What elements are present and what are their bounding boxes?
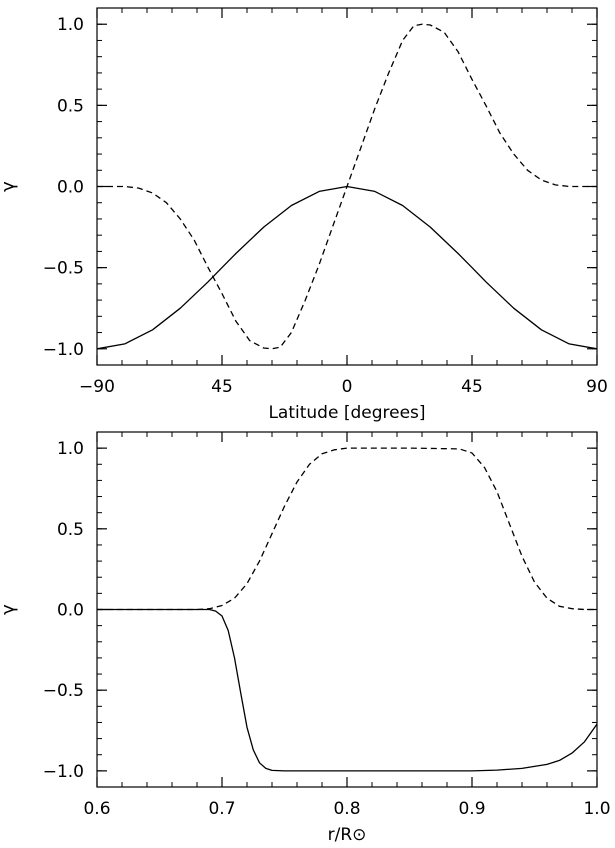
- series-line-solid: [97, 608, 598, 772]
- x-tick-label: 90: [586, 377, 608, 397]
- x-axis-label: r/R⊙: [328, 825, 367, 845]
- x-tick-label: 45: [461, 377, 483, 397]
- x-axis-label: Latitude [degrees]: [268, 403, 425, 423]
- panel-radius: 0.6 0.7 0.8 0.9 1.0 −1.0 −0.5 0.0 0.5 1.0 r/R⊙ γ: [0, 431, 611, 845]
- y-tick-label: 0.0: [57, 601, 84, 621]
- y-tick-label: 1.0: [57, 15, 84, 35]
- x-tick-label: 0.6: [83, 799, 110, 819]
- x-tick-label: 0.9: [458, 799, 485, 819]
- series-line-dashed: [97, 23, 597, 350]
- y-axis-label: γ: [0, 604, 19, 615]
- x-tick-label: −90: [79, 377, 115, 397]
- series-line-solid: [96, 185, 598, 350]
- y-tick-label: −1.0: [43, 340, 84, 360]
- panel-latitude: −90 45 0 45 90 −1.0 −0.5 0.0 0.5 1.0 Latitude [deg…: [0, 7, 608, 423]
- y-tick-label: −0.5: [43, 681, 84, 701]
- y-tick-label: 0.5: [57, 520, 84, 540]
- y-tick-label: 0.0: [57, 178, 84, 198]
- x-tick-label: 1.0: [583, 799, 610, 819]
- y-tick-label: −0.5: [43, 259, 84, 279]
- y-tick-label: 0.5: [57, 96, 84, 116]
- y-axis-label: γ: [0, 181, 19, 192]
- series-line-dashed: [97, 447, 597, 611]
- y-tick-label: 1.0: [57, 439, 84, 459]
- y-tick-label: −1.0: [43, 762, 84, 782]
- x-tick-label: 0.8: [333, 799, 360, 819]
- x-tick-label: 45: [211, 377, 233, 397]
- x-tick-label: 0.7: [208, 799, 235, 819]
- x-tick-label: 0: [342, 377, 353, 397]
